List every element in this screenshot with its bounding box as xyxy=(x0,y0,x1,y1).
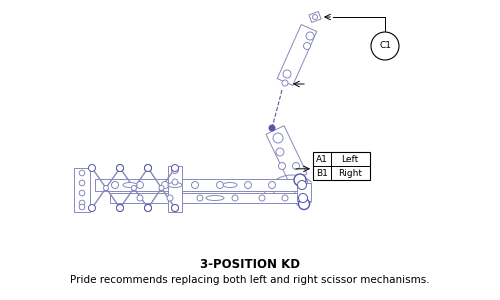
Circle shape xyxy=(79,204,85,210)
Circle shape xyxy=(172,164,178,172)
Polygon shape xyxy=(293,179,311,205)
Circle shape xyxy=(312,14,318,20)
Circle shape xyxy=(136,182,143,188)
Circle shape xyxy=(298,181,306,190)
Circle shape xyxy=(172,167,178,173)
Circle shape xyxy=(116,205,123,212)
Circle shape xyxy=(132,185,136,190)
Ellipse shape xyxy=(223,182,237,188)
Circle shape xyxy=(304,43,310,50)
Circle shape xyxy=(282,195,288,201)
Circle shape xyxy=(216,182,224,188)
Text: Pride recommends replacing both left and right scissor mechanisms.: Pride recommends replacing both left and… xyxy=(70,275,430,285)
Circle shape xyxy=(283,70,291,78)
Text: 3-POSITION KD: 3-POSITION KD xyxy=(200,259,300,272)
Circle shape xyxy=(116,164,123,172)
Circle shape xyxy=(116,164,123,172)
Circle shape xyxy=(172,205,178,212)
Polygon shape xyxy=(95,179,298,191)
Circle shape xyxy=(259,195,265,201)
Circle shape xyxy=(172,205,178,212)
Circle shape xyxy=(79,200,85,206)
Circle shape xyxy=(298,194,308,202)
Circle shape xyxy=(79,170,85,176)
Ellipse shape xyxy=(206,196,224,200)
Circle shape xyxy=(273,133,283,143)
Circle shape xyxy=(104,185,108,190)
Polygon shape xyxy=(110,193,300,203)
Polygon shape xyxy=(74,168,90,212)
Circle shape xyxy=(116,205,123,212)
Circle shape xyxy=(79,190,85,196)
Circle shape xyxy=(292,163,300,170)
Polygon shape xyxy=(309,11,321,22)
Circle shape xyxy=(268,182,276,188)
Text: Left: Left xyxy=(342,154,358,164)
Polygon shape xyxy=(277,25,317,85)
Circle shape xyxy=(197,195,203,201)
Circle shape xyxy=(172,179,178,185)
Circle shape xyxy=(137,195,143,201)
Circle shape xyxy=(371,32,399,60)
Circle shape xyxy=(269,125,275,131)
Circle shape xyxy=(159,185,164,190)
Ellipse shape xyxy=(123,182,137,188)
Circle shape xyxy=(232,195,238,201)
Circle shape xyxy=(144,164,152,172)
Circle shape xyxy=(294,174,306,186)
Polygon shape xyxy=(168,166,182,212)
Circle shape xyxy=(278,163,285,170)
Ellipse shape xyxy=(168,182,182,188)
Circle shape xyxy=(298,199,310,209)
Text: B1: B1 xyxy=(316,169,328,178)
Text: Right: Right xyxy=(338,169,362,178)
Circle shape xyxy=(144,164,152,172)
Circle shape xyxy=(88,205,96,212)
Circle shape xyxy=(144,205,152,212)
Bar xyxy=(313,152,370,180)
Polygon shape xyxy=(266,126,307,182)
Polygon shape xyxy=(297,182,311,200)
Circle shape xyxy=(162,182,168,188)
Circle shape xyxy=(144,205,152,212)
Circle shape xyxy=(167,195,173,201)
Circle shape xyxy=(192,182,198,188)
Circle shape xyxy=(112,182,118,188)
Circle shape xyxy=(276,148,284,156)
Text: A1: A1 xyxy=(316,154,328,164)
Circle shape xyxy=(282,80,288,86)
Text: C1: C1 xyxy=(379,41,391,50)
Circle shape xyxy=(244,182,252,188)
Circle shape xyxy=(88,164,96,172)
Circle shape xyxy=(79,180,85,186)
Circle shape xyxy=(306,32,314,40)
